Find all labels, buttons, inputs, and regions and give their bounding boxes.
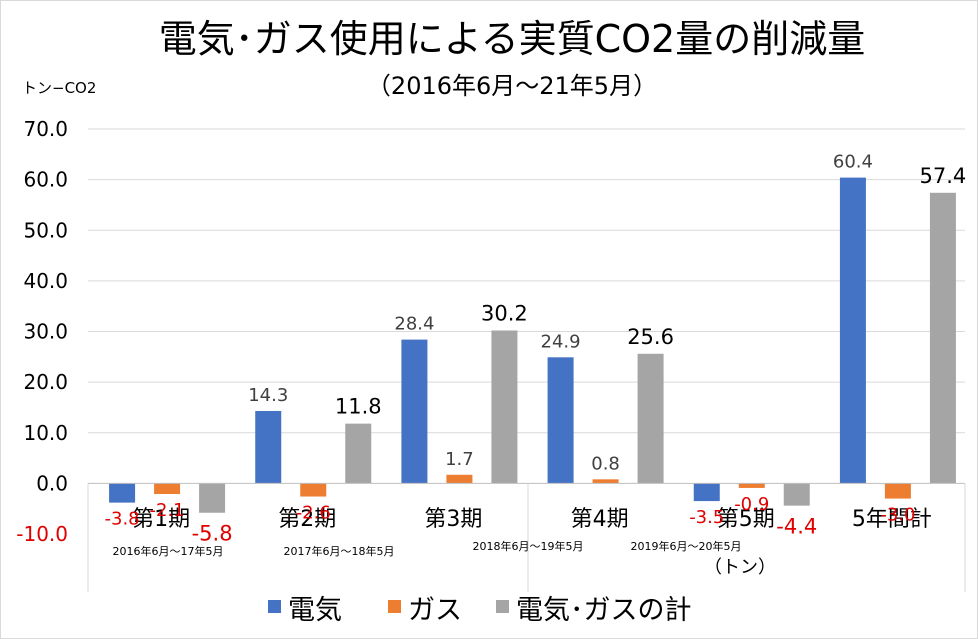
bar — [199, 483, 226, 513]
x-tick-label: 5年間計 — [852, 507, 932, 532]
bar — [738, 483, 765, 488]
y-axis-ticks: -10.0 0.0 10.0 20.0 30.0 40.0 50.0 60.0 70.0 — [16, 117, 68, 546]
chart-title: 電気･ガス使用による実質CO2量の削減量 — [159, 17, 865, 61]
data-label: 0.8 — [591, 453, 620, 474]
period-label: 2018年6月～19年5月 — [473, 539, 584, 553]
legend-label: 電気 — [288, 595, 342, 626]
bar — [547, 357, 574, 484]
gridlines — [88, 128, 965, 434]
data-label: 14.3 — [248, 385, 288, 406]
data-labels: -3.8 14.3 28.4 24.9 -3.5 60.4 -2.1 -2.6 1.7 0.8 -0… — [105, 152, 967, 546]
chart-subtitle: （2016年6月～21年5月） — [367, 72, 657, 100]
legend: 電気 ガス 電気･ガスの計 — [268, 595, 692, 626]
bar — [491, 330, 518, 484]
bar — [255, 410, 282, 484]
legend-swatch — [388, 600, 401, 613]
data-label: 25.6 — [627, 325, 674, 349]
bar — [300, 483, 327, 497]
data-label: 11.8 — [335, 395, 382, 419]
data-label: 1.7 — [445, 449, 474, 470]
y-axis-unit-label: トン−CO2 — [22, 79, 96, 97]
y-tick-label: 10.0 — [23, 421, 68, 445]
period-label: 2016年6月～17年5月 — [113, 544, 224, 558]
x-tick-label: 第1期 — [132, 507, 190, 532]
unit-note: （トン） — [704, 557, 776, 578]
y-tick-label: 60.0 — [23, 168, 68, 192]
x-tick-label: 第5期 — [717, 507, 775, 532]
data-label: 57.4 — [920, 164, 967, 188]
bar — [401, 339, 428, 484]
bar — [929, 192, 956, 484]
legend-label: 電気･ガスの計 — [516, 595, 692, 626]
period-label: 2017年6月～18年5月 — [284, 544, 395, 558]
data-label: -2.6 — [296, 503, 331, 524]
bar — [592, 479, 619, 484]
bars — [109, 177, 956, 513]
x-tick-label: 第2期 — [278, 507, 336, 532]
data-label: -0.9 — [734, 494, 769, 515]
legend-swatch — [268, 600, 281, 613]
data-label: -3.8 — [105, 509, 140, 530]
data-label: -4.4 — [776, 515, 817, 539]
bar — [839, 177, 866, 484]
data-label: -3.0 — [880, 505, 915, 526]
category-table-lines — [87, 482, 966, 592]
data-label: -2.1 — [150, 500, 185, 521]
bar — [783, 483, 810, 506]
y-tick-label: 70.0 — [23, 117, 68, 141]
y-tick-label: 20.0 — [23, 370, 68, 394]
bar — [693, 483, 720, 502]
bar — [637, 353, 664, 484]
data-label: -3.5 — [689, 507, 724, 528]
bar — [884, 483, 911, 499]
bar — [109, 483, 136, 503]
x-tick-label: 第4期 — [571, 507, 629, 532]
bar — [345, 423, 372, 484]
y-tick-label: 0.0 — [36, 471, 68, 495]
bar — [154, 483, 181, 495]
x-axis-categories: 第1期 第2期 第3期 第4期 第5期 5年間計 2016年6月～17年5月 2017年6月～… — [113, 507, 932, 558]
data-label: 30.2 — [481, 301, 528, 325]
data-label: 60.4 — [833, 152, 873, 173]
data-label: 28.4 — [394, 314, 434, 335]
y-tick-label: 30.0 — [23, 320, 68, 344]
data-label: 24.9 — [541, 331, 581, 352]
data-label: -5.8 — [192, 522, 233, 546]
y-tick-label: 50.0 — [23, 218, 68, 242]
bar — [446, 474, 473, 484]
period-label: 2019年6月～20年5月 — [631, 539, 742, 553]
x-tick-label: 第3期 — [424, 507, 482, 532]
y-tick-label: 40.0 — [23, 269, 68, 293]
legend-swatch — [496, 600, 509, 613]
legend-label: ガス — [408, 595, 462, 626]
y-tick-label: -10.0 — [16, 522, 68, 546]
